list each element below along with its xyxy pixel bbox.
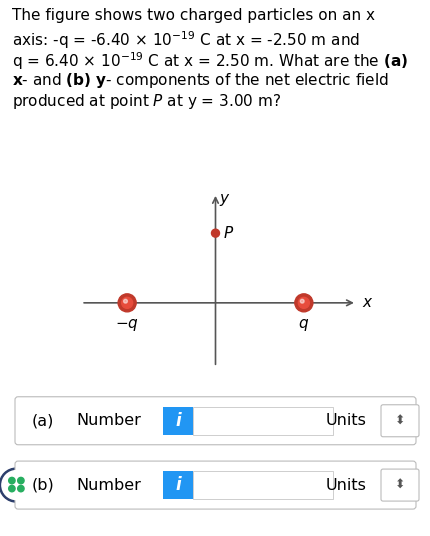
Text: Units: Units [325,413,366,428]
Text: q = 6.40 × 10$^{-19}$ C at x = 2.50 m. What are the $\mathbf{(a)}$: q = 6.40 × 10$^{-19}$ C at x = 2.50 m. W… [12,50,407,72]
Text: i: i [175,476,181,494]
Circle shape [118,294,136,312]
Text: The figure shows two charged particles on an x: The figure shows two charged particles o… [12,8,374,23]
Text: (b): (b) [32,478,55,493]
FancyBboxPatch shape [380,405,418,437]
FancyBboxPatch shape [15,461,415,509]
Circle shape [211,229,219,237]
Text: (a): (a) [32,413,54,428]
Circle shape [300,299,304,303]
Circle shape [123,299,127,303]
Text: Number: Number [76,413,141,428]
Text: produced at point $\mathit{P}$ at y = 3.00 m?: produced at point $\mathit{P}$ at y = 3.… [12,92,280,111]
FancyBboxPatch shape [380,469,418,501]
FancyBboxPatch shape [193,407,332,435]
Circle shape [9,478,15,484]
Text: $q$: $q$ [298,317,309,333]
FancyBboxPatch shape [163,471,193,499]
Text: $\mathbf{x}$- and $\mathbf{(b)}$ $\mathbf{y}$- components of the net electric fi: $\mathbf{x}$- and $\mathbf{(b)}$ $\mathb… [12,71,388,90]
Text: Units: Units [325,478,366,493]
Text: ⬍: ⬍ [394,479,404,492]
Text: x: x [362,295,371,310]
Text: ⬍: ⬍ [394,414,404,427]
Circle shape [0,468,33,502]
Circle shape [9,486,15,492]
FancyBboxPatch shape [15,397,415,445]
Circle shape [294,294,312,312]
Circle shape [121,297,132,308]
Circle shape [2,471,31,500]
Text: $P$: $P$ [223,225,234,241]
Circle shape [298,297,309,308]
FancyBboxPatch shape [193,471,332,499]
Text: $-q$: $-q$ [115,317,139,333]
FancyBboxPatch shape [163,407,193,435]
Circle shape [18,478,24,484]
Text: axis: -q = -6.40 × 10$^{-19}$ C at x = -2.50 m and: axis: -q = -6.40 × 10$^{-19}$ C at x = -… [12,29,359,51]
Text: y: y [219,191,228,206]
Text: i: i [175,412,181,430]
Circle shape [18,486,24,492]
Text: Number: Number [76,478,141,493]
